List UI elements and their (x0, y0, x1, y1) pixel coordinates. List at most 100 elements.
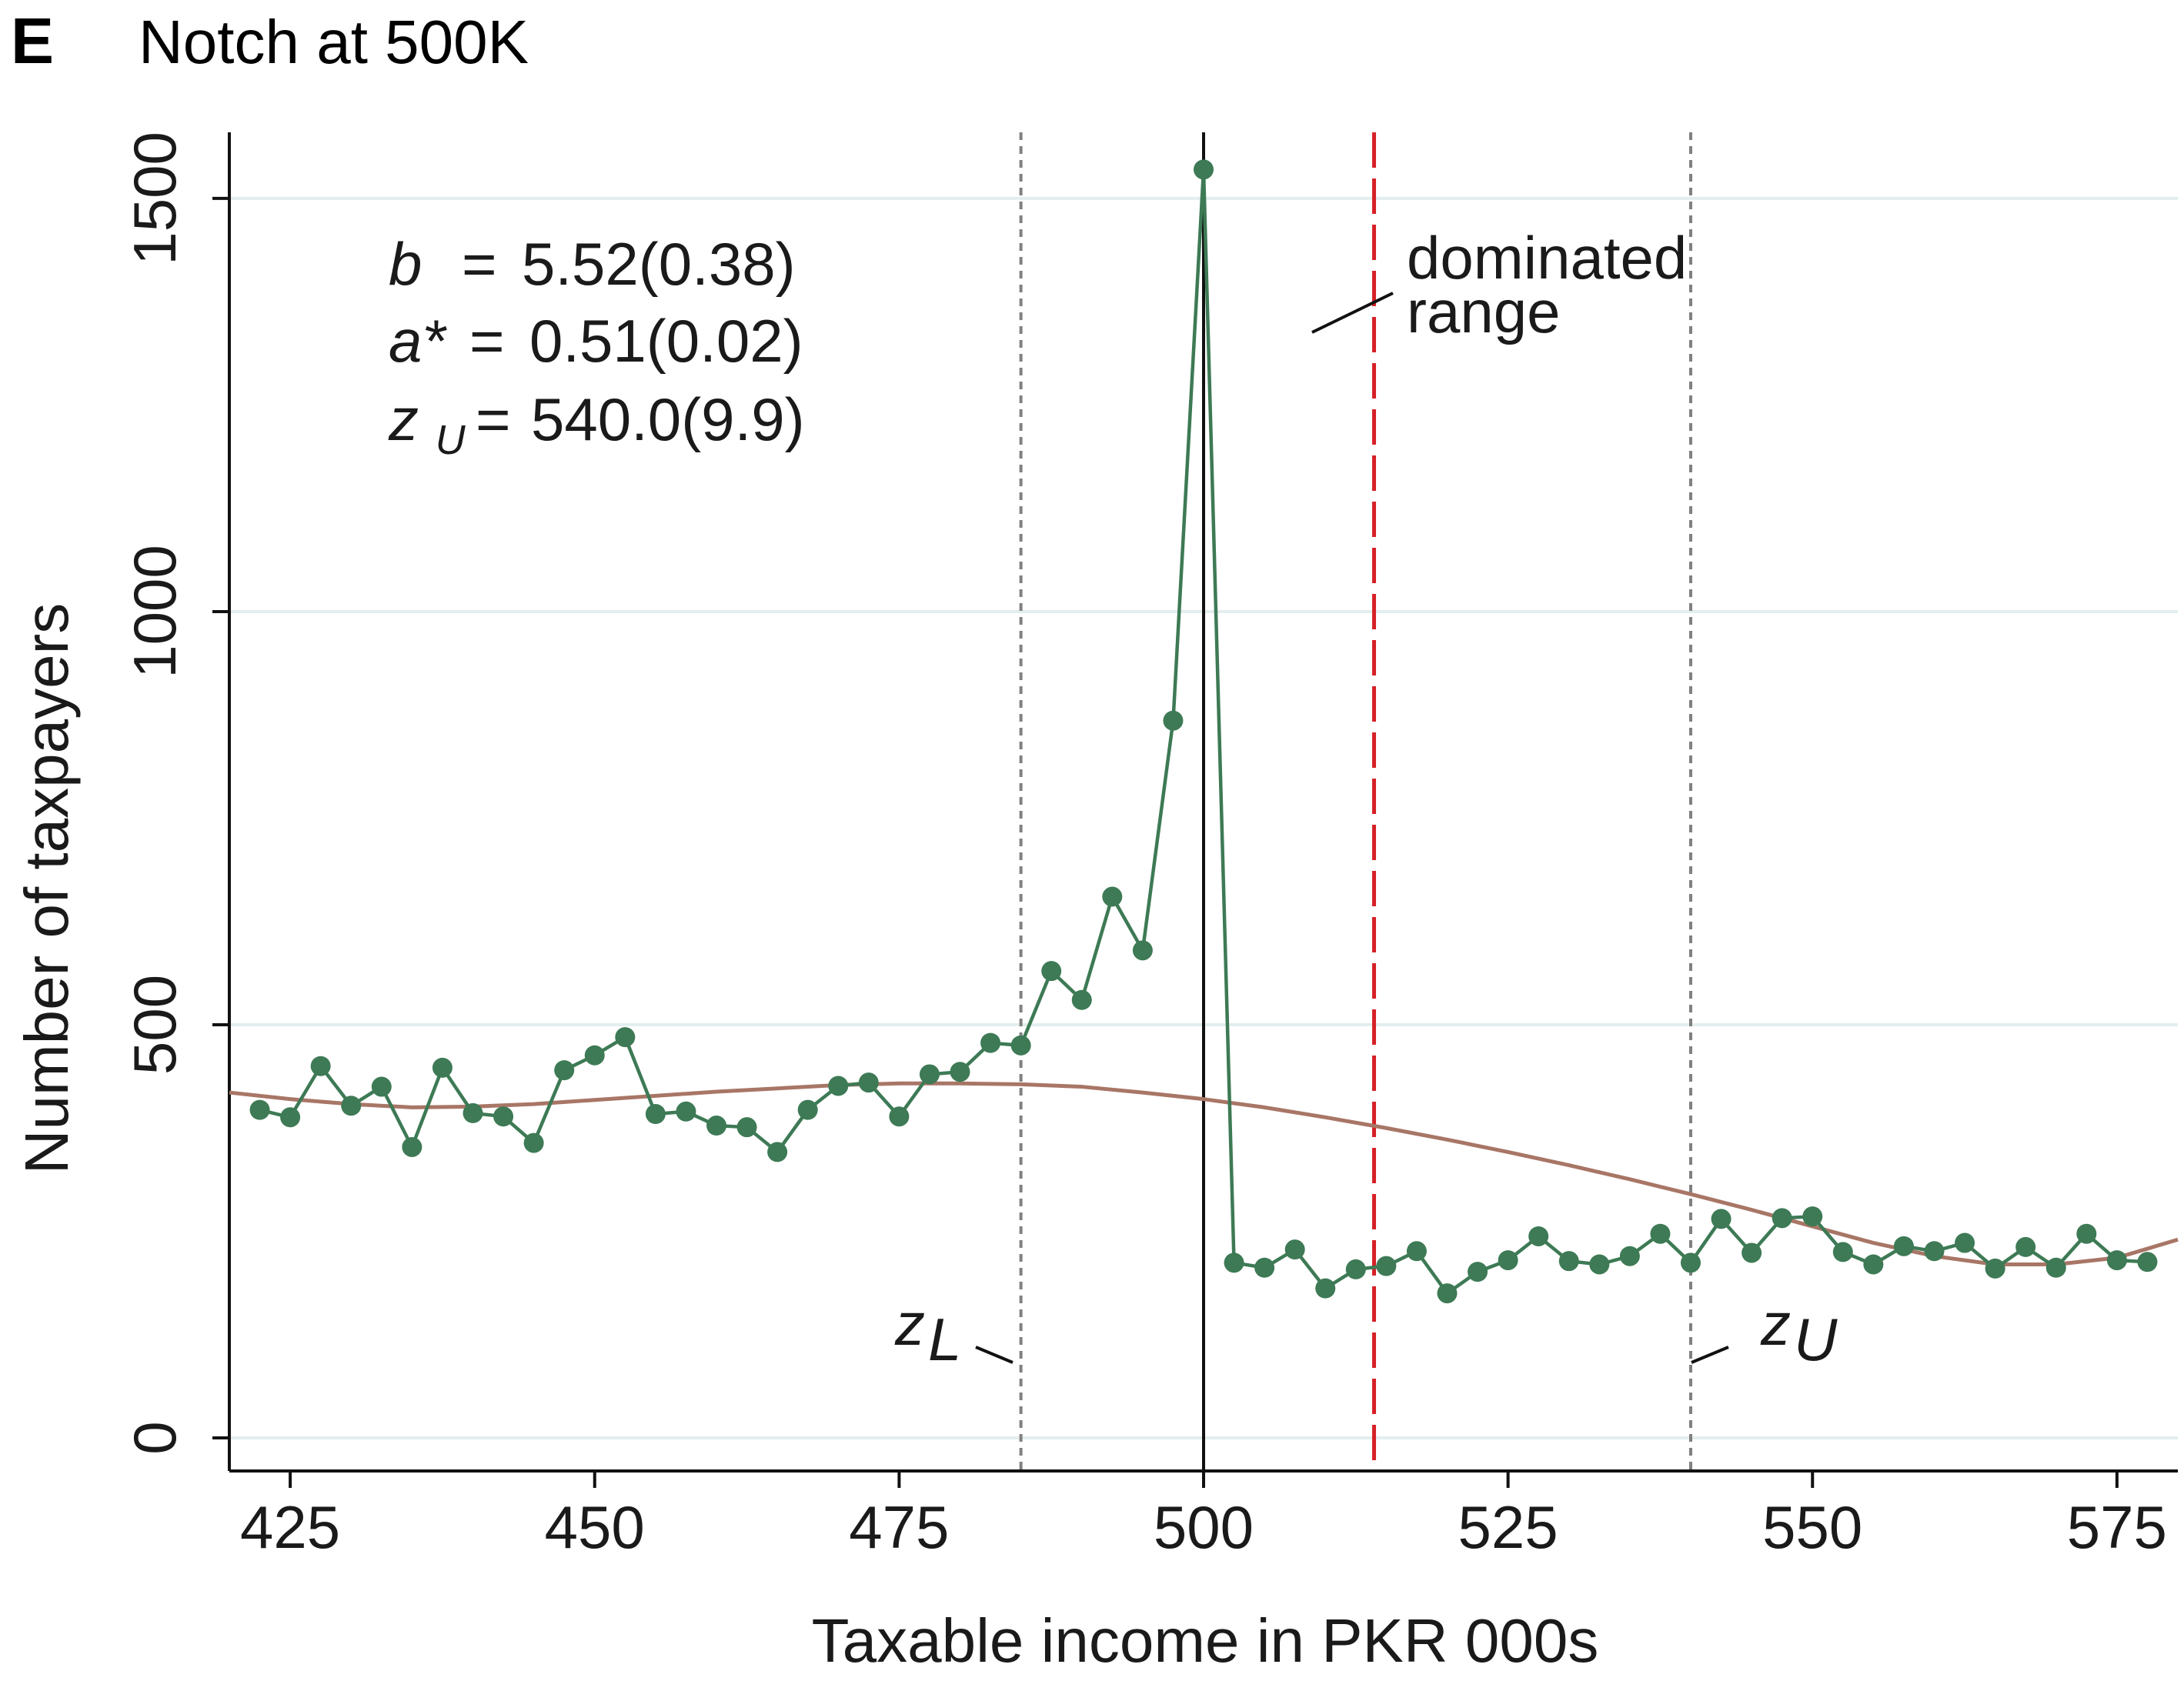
observed-point-555 (1863, 1254, 1884, 1275)
stat-zu: z U = 540.0(9.9) (388, 385, 805, 467)
observed-point-427.5 (310, 1056, 331, 1076)
observed-point-532.5 (1589, 1254, 1610, 1275)
y-tick-label-500: 500 (121, 975, 189, 1075)
observed-point-560 (1924, 1241, 1945, 1262)
counterfactual-line (229, 1081, 2179, 1266)
zu-symbol: z (1760, 1290, 1791, 1358)
y-tick-label-1000: 1000 (121, 545, 189, 679)
zu-pointer (1691, 1346, 1729, 1364)
observed-point-430 (341, 1096, 362, 1116)
observed-point-460 (706, 1116, 726, 1136)
observed-point-510 (1315, 1278, 1336, 1299)
observed-point-535 (1619, 1246, 1640, 1266)
x-tick-label-475: 475 (849, 1493, 949, 1561)
observed-point-472.5 (858, 1072, 879, 1093)
stat-a-value: 0.51(0.02) (529, 307, 803, 375)
dominated-pointer (1311, 292, 1394, 334)
stat-a: a* = 0.51(0.02) (389, 307, 803, 375)
stat-b-value: 5.52(0.38) (522, 230, 796, 298)
observed-point-507.5 (1284, 1239, 1305, 1260)
observed-point-497.5 (1163, 710, 1184, 731)
observed-point-470 (828, 1076, 849, 1096)
x-axis-title: Taxable income in PKR 000s (812, 1606, 1599, 1675)
dominated-range-annotation: dominated range (1311, 224, 1687, 345)
stat-b-symbol: b (389, 230, 422, 298)
y-axis-title: Number of taxpayers (12, 603, 81, 1175)
observed-point-485 (1010, 1035, 1031, 1056)
chart-title: Notch at 500K (139, 8, 529, 76)
observed-point-575 (2106, 1250, 2127, 1271)
observed-point-515 (1376, 1256, 1397, 1276)
stat-b: b = 5.52(0.38) (389, 230, 796, 298)
observed-point-447.5 (554, 1060, 575, 1081)
observed-point-487.5 (1041, 961, 1062, 982)
observed-point-530 (1558, 1251, 1579, 1272)
observed-point-525 (1498, 1250, 1518, 1271)
zl-pointer (975, 1346, 1014, 1364)
stats-annotation: b = 5.52(0.38) a* = 0.51(0.02) z U = 540… (388, 230, 805, 467)
observed-point-495 (1132, 940, 1153, 961)
observed-point-425 (280, 1107, 301, 1128)
observed-point-440 (463, 1102, 483, 1123)
x-tick-label-550: 550 (1762, 1493, 1862, 1561)
observed-point-527.5 (1528, 1226, 1549, 1246)
x-tick-label-500: 500 (1154, 1493, 1254, 1561)
panel-letter: E (11, 5, 54, 77)
observed-point-550 (1802, 1206, 1823, 1227)
stat-a-eq: = (469, 307, 505, 375)
observed-point-502.5 (1224, 1252, 1244, 1273)
observed-point-520 (1437, 1283, 1458, 1304)
observed-point-452.5 (615, 1027, 636, 1048)
observed-point-570 (2045, 1257, 2066, 1278)
observed-point-572.5 (2076, 1223, 2097, 1244)
observed-point-445 (523, 1132, 544, 1153)
stat-zu-subscript: U (436, 417, 466, 463)
x-tick-label-425: 425 (240, 1493, 340, 1561)
zl-symbol: z (894, 1290, 925, 1358)
observed-point-492.5 (1102, 886, 1123, 907)
observed-point-437.5 (432, 1057, 452, 1078)
observed-point-490 (1071, 989, 1092, 1010)
observed-point-435 (402, 1136, 422, 1157)
observed-point-505 (1254, 1257, 1275, 1278)
observed-point-500 (1194, 159, 1214, 180)
y-tick-label-0: 0 (121, 1421, 189, 1454)
observed-point-455 (645, 1104, 666, 1124)
zl-subscript: L (928, 1306, 961, 1373)
observed-point-475 (889, 1106, 910, 1127)
stat-zu-eq: = (476, 385, 511, 453)
observed-point-547.5 (1772, 1208, 1792, 1229)
x-tick-label-525: 525 (1458, 1493, 1558, 1561)
y-tick-label-1500: 1500 (121, 132, 189, 265)
observed-point-462.5 (736, 1117, 757, 1138)
stat-zu-value: 540.0(9.9) (531, 385, 805, 453)
observed-point-480 (950, 1062, 970, 1082)
observed-point-457.5 (676, 1101, 696, 1122)
x-tick-label-575: 575 (2067, 1493, 2167, 1561)
dominated-label-line2: range (1407, 278, 1561, 345)
observed-point-465 (767, 1142, 788, 1162)
observed-point-422.5 (249, 1099, 270, 1120)
series-layer (229, 159, 2179, 1304)
observed-point-432.5 (371, 1076, 392, 1097)
observed-point-542.5 (1711, 1209, 1732, 1229)
observed-point-545 (1742, 1242, 1762, 1263)
observed-point-562.5 (1955, 1232, 1975, 1253)
observed-point-522.5 (1468, 1262, 1488, 1282)
observed-point-537.5 (1650, 1223, 1671, 1244)
zu-label: z U (1691, 1290, 1838, 1373)
observed-point-517.5 (1406, 1241, 1427, 1262)
x-tick-label-450: 450 (545, 1493, 645, 1561)
observed-point-477.5 (919, 1064, 940, 1085)
axes: 0 500 1000 1500 425 450 475 500 525 550 575 (121, 132, 2178, 1561)
observed-point-442.5 (493, 1106, 514, 1127)
observed-point-512.5 (1345, 1259, 1366, 1279)
observed-point-467.5 (797, 1099, 818, 1120)
observed-point-540 (1681, 1252, 1701, 1273)
observed-point-567.5 (2015, 1236, 2036, 1257)
stat-zu-symbol: z (388, 385, 419, 453)
observed-point-552.5 (1832, 1242, 1853, 1262)
observed-point-557.5 (1893, 1236, 1914, 1256)
observed-point-450 (584, 1045, 605, 1066)
